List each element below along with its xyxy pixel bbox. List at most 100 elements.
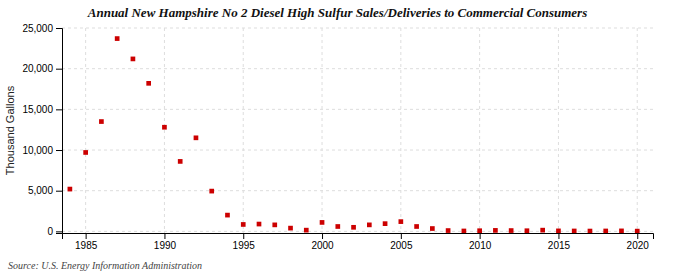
- tick-label: 1985: [75, 240, 98, 251]
- point: [398, 219, 403, 224]
- point: [99, 119, 104, 124]
- tick: 2000: [311, 233, 334, 251]
- point: [477, 228, 482, 233]
- tick: 5,000: [28, 185, 62, 196]
- point: [225, 213, 230, 218]
- point: [635, 229, 640, 233]
- tick-mark: [480, 233, 481, 239]
- point: [430, 226, 435, 231]
- tick-label: 25,000: [22, 23, 53, 34]
- grid-line: [62, 190, 653, 191]
- points: [68, 36, 640, 233]
- chart: 1985 1990 1995 2000 2005 2010 2015 2020 0 5,000 10…: [0, 0, 675, 275]
- grid-line: [637, 28, 638, 233]
- point: [414, 224, 419, 229]
- tick-mark: [56, 231, 62, 232]
- point: [603, 229, 608, 233]
- tick-label: 2020: [627, 240, 650, 251]
- point: [194, 135, 199, 140]
- point: [367, 223, 372, 228]
- tick-mark: [558, 233, 559, 239]
- tick: 1985: [75, 233, 98, 251]
- tick-mark: [637, 233, 638, 239]
- grid: [62, 28, 653, 233]
- annotation: Source: U.S. Energy Information Administ…: [8, 260, 202, 271]
- tick-label: 2000: [311, 240, 334, 251]
- tick: 10,000: [22, 145, 62, 156]
- axis-line: [63, 234, 654, 240]
- tick-mark: [56, 150, 62, 151]
- tick-mark: [322, 233, 323, 239]
- tick-label: 1995: [233, 240, 256, 251]
- point: [509, 228, 514, 233]
- grid-line: [62, 150, 653, 151]
- grid-line: [400, 28, 401, 233]
- tick-mark: [56, 191, 62, 192]
- grid-line: [322, 28, 323, 233]
- point: [556, 229, 561, 233]
- point: [272, 223, 277, 228]
- tick-mark: [86, 233, 87, 239]
- grid-line: [85, 28, 86, 233]
- point: [209, 189, 214, 194]
- point: [525, 228, 530, 233]
- point: [462, 229, 467, 233]
- point: [588, 229, 593, 233]
- tick: 2020: [627, 233, 650, 251]
- y-axis-title: Thousand Gallons: [4, 85, 16, 175]
- tick: 2010: [469, 233, 492, 251]
- point: [320, 220, 325, 225]
- point: [83, 150, 88, 155]
- point: [178, 159, 183, 164]
- point: [540, 228, 545, 233]
- tick-label: 2015: [548, 240, 571, 251]
- point: [446, 228, 451, 233]
- grid-line: [479, 28, 480, 233]
- point: [619, 229, 624, 233]
- tick: 0: [47, 226, 62, 237]
- tick: 25,000: [22, 23, 62, 34]
- point: [257, 222, 262, 227]
- tick: 1995: [233, 233, 256, 251]
- tick: 2015: [548, 233, 571, 251]
- point: [335, 224, 340, 229]
- y-axis: 0 5,000 10,000 15,000 20,000 25,000: [22, 23, 62, 237]
- tick: 1990: [154, 233, 177, 251]
- point: [493, 228, 498, 233]
- point: [68, 187, 73, 192]
- point: [304, 228, 309, 233]
- tick-label: 2005: [390, 240, 413, 251]
- tick-mark: [56, 69, 62, 70]
- tick: 15,000: [22, 104, 62, 115]
- grid-line: [62, 231, 653, 232]
- title: Annual New Hampshire No 2 Diesel High Su…: [87, 5, 587, 20]
- plot-area: 1985 1990 1995 2000 2005 2010 2015 2020 0 5,000 10…: [22, 23, 653, 251]
- grid-line: [243, 28, 244, 233]
- point: [351, 225, 356, 230]
- tick-mark: [164, 233, 165, 239]
- tick-mark: [56, 109, 62, 110]
- x-axis: 1985 1990 1995 2000 2005 2010 2015 2020: [63, 233, 654, 251]
- tick-mark: [243, 233, 244, 239]
- tick-label: 20,000: [22, 63, 53, 74]
- point: [146, 81, 151, 86]
- tick: 20,000: [22, 63, 62, 74]
- tick-mark: [56, 28, 62, 29]
- point: [162, 125, 167, 130]
- tick-label: 15,000: [22, 104, 53, 115]
- point: [288, 226, 293, 231]
- point: [131, 57, 136, 62]
- tick: 2005: [390, 233, 413, 251]
- point: [115, 36, 120, 41]
- grid-line: [558, 28, 559, 233]
- axis-line: [56, 29, 63, 234]
- tick-label: 2010: [469, 240, 492, 251]
- grid-line: [62, 28, 653, 29]
- grid-line: [164, 28, 165, 233]
- tick-label: 10,000: [22, 145, 53, 156]
- point: [241, 222, 246, 227]
- tick-label: 5,000: [28, 185, 53, 196]
- tick-mark: [401, 233, 402, 239]
- tick-label: 0: [47, 226, 53, 237]
- point: [572, 229, 577, 233]
